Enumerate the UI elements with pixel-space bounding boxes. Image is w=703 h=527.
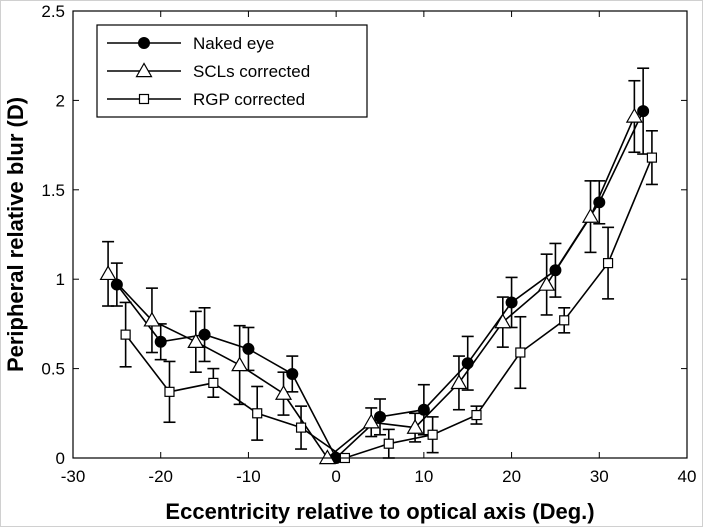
x-tick-label: -30 [61,467,86,486]
x-tick-label: -20 [148,467,173,486]
legend-marker [135,62,153,78]
x-tick-label: -10 [236,467,261,486]
data-point [383,438,394,449]
data-point [646,152,658,163]
data-point [505,296,518,309]
data-point [120,329,131,340]
data-point [494,313,512,329]
data-point [625,107,643,123]
data-point [406,418,424,434]
data-point [602,258,614,269]
legend-label: SCLs corrected [193,62,310,81]
series-rgp-corrected [119,129,658,464]
data-point [231,356,249,372]
data-point [515,347,526,358]
data-point [274,384,293,400]
legend: Naked eye SCLs corrected RGP corrected [96,24,368,118]
data-point [461,357,474,370]
data-point [318,449,336,465]
legend-marker [138,93,150,105]
data-point [286,367,299,380]
y-tick-label: 1 [56,270,65,289]
data-point [187,333,205,349]
legend-marker [138,37,150,49]
data-point [427,429,438,440]
data-point [198,328,211,341]
plot-area-frame [72,10,688,459]
data-point [164,386,175,397]
data-point [538,275,556,291]
x-tick-label: 40 [678,467,697,486]
data-point [242,342,255,355]
legend-item: RGP corrected [107,90,305,109]
data-point [471,409,482,421]
y-tick-label: 1.5 [41,181,65,200]
data-point [252,408,263,419]
series-scls-corrected [99,79,643,465]
y-tick-label: 0.5 [41,360,65,379]
axis-ticks: -30 -20 -10 0 10 20 30 40 0 0.5 1 1.5 2 2.5 [41,2,696,486]
data-point [559,315,570,326]
x-tick-label: 20 [502,467,521,486]
x-tick-label: 0 [331,467,340,486]
y-axis-label: Peripheral relative blur (D) [3,97,28,372]
data-point [110,278,123,291]
data-point [637,105,650,118]
legend-label: Naked eye [193,34,274,53]
data-point [143,311,161,327]
series-layer [99,67,658,465]
legend-label: RGP corrected [193,90,305,109]
legend-item: SCLs corrected [107,62,310,81]
data-point [154,335,167,348]
legend-item: Naked eye [107,34,274,53]
data-point [450,374,468,390]
x-axis-label: Eccentricity relative to optical axis (D… [165,499,594,524]
data-point [295,422,307,433]
data-point [374,410,386,423]
series-naked-eye [110,67,650,464]
y-tick-label: 2.5 [41,2,65,21]
data-point [99,265,117,281]
data-point [581,207,600,223]
data-point [417,403,430,416]
y-tick-label: 2 [56,91,65,110]
data-point [208,377,219,389]
x-tick-label: 10 [414,467,433,486]
y-tick-label: 0 [56,449,65,468]
data-point [362,413,380,429]
x-tick-label: 30 [590,467,609,486]
